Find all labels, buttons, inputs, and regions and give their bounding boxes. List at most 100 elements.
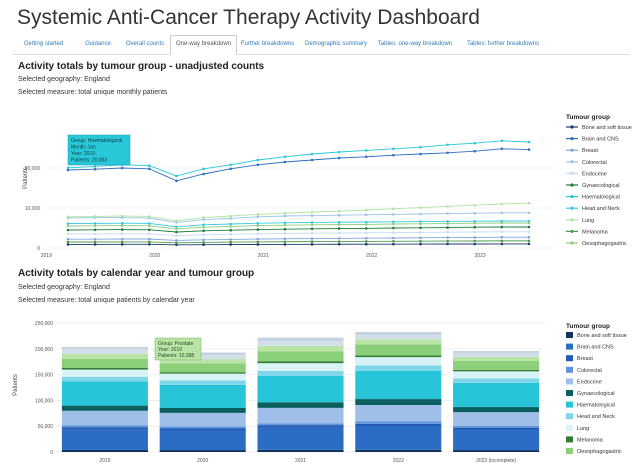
data-point[interactable] — [283, 221, 287, 225]
bar-segment-gynaecological[interactable] — [257, 402, 344, 408]
data-point[interactable] — [229, 228, 232, 232]
data-point[interactable] — [446, 222, 449, 225]
legend-item-haematological[interactable]: Haematological — [582, 195, 620, 201]
data-point[interactable] — [500, 202, 504, 206]
data-point[interactable] — [310, 223, 314, 227]
bar-segment-brain-and-cns[interactable] — [355, 426, 442, 450]
data-point[interactable] — [202, 172, 205, 176]
tab-demographic-summary[interactable]: Demographic summary — [304, 41, 368, 47]
data-point[interactable] — [66, 243, 70, 246]
bar-segment-brain-and-cns[interactable] — [257, 427, 344, 450]
data-point[interactable] — [446, 242, 449, 246]
data-point[interactable] — [229, 214, 232, 218]
data-point[interactable] — [364, 220, 368, 224]
data-point[interactable] — [527, 230, 531, 234]
data-point[interactable] — [229, 217, 232, 220]
bar-segment-gynaecological[interactable] — [61, 405, 148, 411]
bar-segment-other[interactable] — [355, 335, 442, 340]
data-point[interactable] — [364, 223, 368, 226]
tab-further-breakdowns[interactable]: Further breakdowns — [240, 41, 295, 47]
data-point[interactable] — [337, 213, 341, 217]
bar-segment-brain-and-cns[interactable] — [453, 429, 540, 451]
bar-segment-other[interactable] — [61, 349, 148, 354]
legend-item-endocrine[interactable]: Endocrine — [582, 171, 607, 177]
data-point[interactable] — [256, 224, 260, 227]
bar-segment-melanoma[interactable] — [257, 361, 344, 364]
data-point[interactable] — [337, 242, 341, 246]
data-point[interactable] — [473, 219, 477, 223]
data-point[interactable] — [473, 149, 477, 153]
data-point[interactable] — [500, 221, 504, 225]
data-point[interactable] — [202, 167, 205, 171]
data-point[interactable] — [527, 221, 531, 225]
data-point[interactable] — [66, 224, 70, 228]
data-point[interactable] — [310, 227, 314, 231]
data-point[interactable] — [175, 174, 178, 178]
data-point[interactable] — [446, 230, 449, 234]
bar-segment-haematological[interactable] — [257, 375, 344, 403]
legend-item-lung[interactable]: Lung — [582, 218, 594, 224]
data-point[interactable] — [93, 167, 97, 171]
bar-segment-other[interactable] — [257, 345, 344, 352]
data-point[interactable] — [419, 236, 422, 240]
data-point[interactable] — [473, 203, 477, 207]
data-point[interactable] — [229, 243, 232, 246]
data-point[interactable] — [283, 232, 287, 235]
data-point[interactable] — [364, 227, 368, 230]
data-point[interactable] — [500, 225, 504, 229]
data-point[interactable] — [120, 232, 124, 236]
bar-segment-endocrine[interactable] — [257, 407, 344, 424]
bar-segment-other[interactable] — [159, 352, 246, 356]
data-point[interactable] — [202, 223, 205, 227]
data-point[interactable] — [473, 221, 477, 225]
legend-item-colorectal[interactable]: Colorectal — [577, 368, 602, 374]
bar-segment-melanoma[interactable] — [453, 369, 540, 372]
data-point[interactable] — [527, 239, 531, 243]
data-point[interactable] — [473, 242, 477, 246]
bar-segment-endocrine[interactable] — [355, 404, 442, 422]
data-point[interactable] — [175, 230, 178, 234]
data-point[interactable] — [93, 232, 97, 236]
bar-segment-brain-and-cns[interactable] — [159, 430, 246, 451]
bar-segment-head-and-neck[interactable] — [257, 370, 344, 376]
data-point[interactable] — [148, 215, 151, 218]
bar-segment-head-and-neck[interactable] — [159, 380, 246, 385]
bar-segment-colorectal[interactable] — [355, 421, 442, 424]
legend-item-gynaecological[interactable]: Gynaecological — [577, 391, 615, 397]
data-point[interactable] — [446, 239, 449, 243]
data-point[interactable] — [256, 237, 260, 241]
data-point[interactable] — [419, 220, 422, 223]
bar-segment-lung[interactable] — [355, 357, 442, 366]
data-point[interactable] — [310, 214, 314, 217]
data-point[interactable] — [148, 224, 151, 228]
legend-item-haematological[interactable]: Haematological — [577, 403, 615, 409]
data-point[interactable] — [66, 232, 70, 236]
bar-segment-oesophagogastric[interactable] — [453, 360, 540, 370]
bar-segment-brain-and-cns[interactable] — [61, 429, 148, 450]
legend-item-melanoma[interactable]: Melanoma — [577, 437, 604, 443]
data-point[interactable] — [283, 160, 287, 164]
data-point[interactable] — [392, 231, 395, 234]
bar-segment-head-and-neck[interactable] — [453, 378, 540, 383]
data-point[interactable] — [500, 239, 504, 243]
data-point[interactable] — [93, 215, 97, 218]
data-point[interactable] — [148, 237, 151, 241]
bar-segment-other[interactable] — [61, 353, 148, 359]
legend-item-breast[interactable]: Breast — [577, 356, 593, 362]
data-point[interactable] — [364, 149, 368, 152]
data-point[interactable] — [310, 158, 314, 162]
data-point[interactable] — [337, 240, 341, 243]
data-point[interactable] — [120, 166, 124, 170]
data-point[interactable] — [120, 243, 124, 246]
data-point[interactable] — [175, 179, 178, 183]
data-point[interactable] — [283, 223, 287, 227]
bar-segment-colorectal[interactable] — [257, 423, 344, 426]
bar-segment-bone-and-soft-tissue[interactable] — [453, 450, 540, 452]
bar-segment-other[interactable] — [61, 346, 148, 350]
bar-segment-breast[interactable] — [257, 425, 344, 428]
data-point[interactable] — [283, 214, 287, 218]
data-point[interactable] — [310, 231, 314, 235]
bar-segment-other[interactable] — [159, 355, 246, 360]
data-point[interactable] — [283, 240, 287, 244]
data-point[interactable] — [337, 231, 341, 235]
